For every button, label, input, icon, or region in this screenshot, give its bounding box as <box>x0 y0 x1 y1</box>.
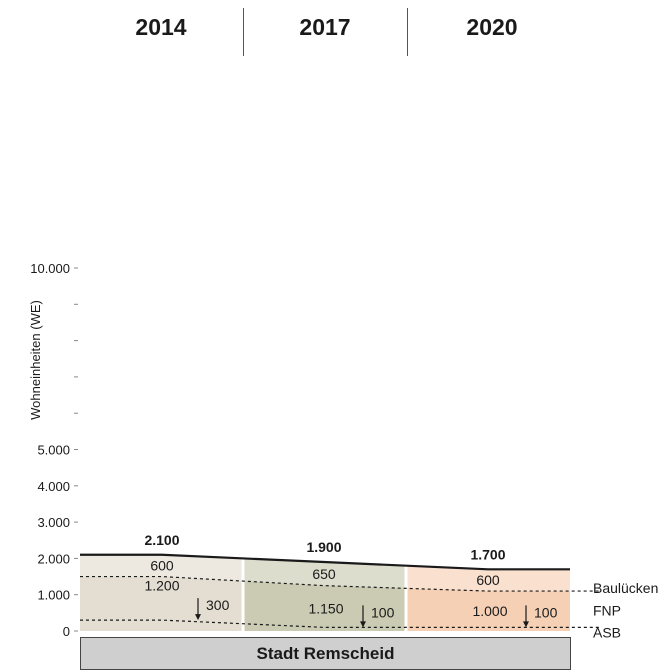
baulucken-value-2020: 600 <box>476 572 500 588</box>
y-tick-label: 3.000 <box>37 515 70 530</box>
total-label-2014: 2.100 <box>144 532 179 548</box>
fnp-boundary-line <box>80 575 600 592</box>
footer-city-label: Stadt Remscheid <box>80 637 571 670</box>
panel-area-2020 <box>406 565 570 631</box>
year-heading-2020: 2020 <box>466 14 518 40</box>
y-tick-label: 5.000 <box>37 443 70 458</box>
total-label-2017: 1.900 <box>306 539 341 555</box>
asb-arrowhead-2017 <box>360 621 366 628</box>
asb-boundary-line <box>80 619 600 628</box>
y-tick-label: 0 <box>63 624 70 639</box>
asb-arrowhead-2020 <box>523 621 529 628</box>
y-axis-label: Wohneinheiten (WE) <box>28 300 43 420</box>
y-tick-label: 2.000 <box>37 551 70 566</box>
asb-arrowhead-2014 <box>195 614 201 621</box>
baulucken-band <box>80 554 570 592</box>
total-line <box>80 553 570 571</box>
total-label-2020: 1.700 <box>470 546 505 562</box>
legend-label-fnp: FNP <box>593 602 621 618</box>
fnp-value-2017: 1.150 <box>308 600 343 616</box>
fnp-value-2020: 1.000 <box>472 603 507 619</box>
y-tick-label: 4.000 <box>37 479 70 494</box>
year-heading-2014: 2014 <box>135 14 187 40</box>
baulucken-value-2014: 600 <box>150 558 174 574</box>
year-separator <box>407 8 408 56</box>
panel-area-2014 <box>80 554 243 631</box>
baulucken-value-2017: 650 <box>312 566 336 582</box>
fnp-value-2014: 1.200 <box>144 578 179 594</box>
asb-value-2014: 300 <box>206 597 230 613</box>
asb-value-2020: 100 <box>534 604 558 620</box>
y-tick-label: 10.000 <box>30 261 70 276</box>
year-separator <box>243 8 244 56</box>
legend-label-baulucken: Baulücken <box>593 580 658 596</box>
panel-area-2017 <box>243 558 406 631</box>
y-tick-label: 1.000 <box>37 588 70 603</box>
asb-value-2017: 100 <box>371 604 395 620</box>
legend-label-asb: ASB <box>593 624 621 640</box>
year-heading-2017: 2017 <box>299 14 351 40</box>
